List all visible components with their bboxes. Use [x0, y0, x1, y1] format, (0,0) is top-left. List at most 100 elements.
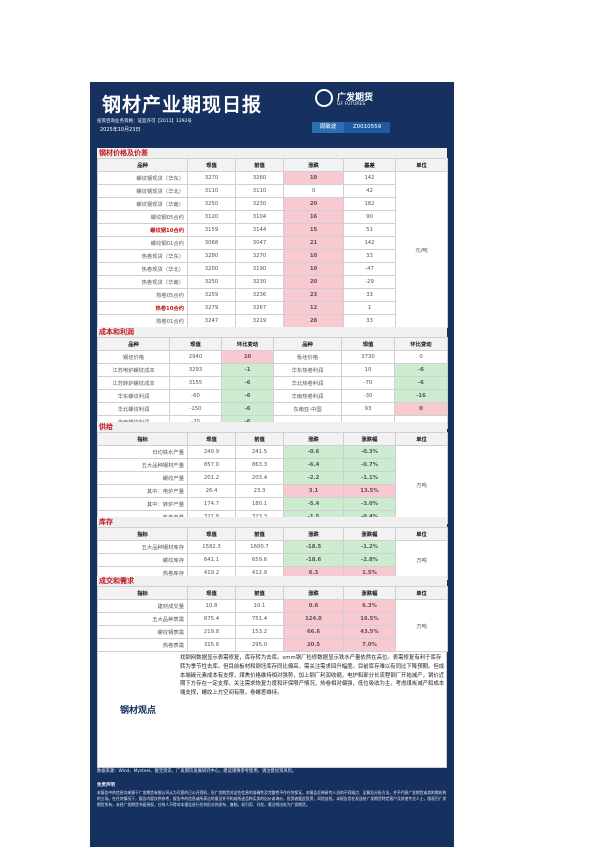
data-source: 数据来源：Wind、Mysteel、富宝资讯、广发期货发展研究中心，建议谨慎参考… — [97, 769, 297, 774]
column-header: 涨跌幅 — [343, 432, 396, 446]
change-value: 23 — [283, 288, 344, 302]
previous-value: 3219 — [235, 314, 284, 328]
current-value: 3250 — [187, 197, 236, 211]
table-row: 热卷05合约 3259 3236 23 33 — [97, 288, 448, 302]
unit-cell: 万吨 — [395, 445, 448, 524]
change-value: -18.5 — [283, 540, 344, 554]
current-value: 219.8 — [187, 625, 236, 639]
previous-value: 751.4 — [235, 612, 284, 626]
row-label: 五大品种钢材产量 — [97, 458, 188, 472]
column-header: 涨跌 — [283, 586, 344, 600]
previous-value: 203.4 — [235, 471, 284, 485]
table-row: 螺纹产量 201.2 203.4 -2.2 -1.1% — [97, 471, 448, 485]
previous-value: 3047 — [235, 236, 284, 250]
table-header-row: 品种 现值 环比变动 品种 现值 环比变动 — [97, 337, 448, 351]
basis-value: 90 — [343, 210, 396, 224]
column-header: 涨跌 — [283, 527, 344, 541]
current-value: -150 — [169, 402, 222, 416]
change-value: 66.6 — [283, 625, 344, 639]
current-value: 3200 — [187, 262, 236, 276]
row-label: 其中：电炉产量 — [97, 484, 188, 498]
change-pct-value: 7.0% — [343, 638, 396, 652]
row-label: 螺纹钢现货（华北） — [97, 184, 188, 198]
section-title-cost: 成本和利润 — [97, 327, 447, 337]
report-title: 钢材产业期现日报 — [102, 94, 263, 116]
section-title-trade: 成交和需求 — [97, 576, 447, 586]
table-row: 热卷现货（华北） 3200 3190 10 -47 — [97, 262, 448, 276]
current-value: -70 — [341, 376, 395, 390]
change-value: 0 — [394, 350, 448, 364]
previous-value: 295.0 — [235, 638, 284, 652]
current-value: 174.7 — [187, 497, 236, 511]
change-value: -1 — [221, 363, 274, 377]
current-value: 26.4 — [187, 484, 236, 498]
row-label: 建材成交量 — [97, 599, 188, 613]
change-value: 20.5 — [283, 638, 344, 652]
table-row: 螺纹钢现货（华北） 3110 3110 0 42 — [97, 184, 448, 198]
column-header: 品种 — [97, 337, 170, 351]
previous-value: 3260 — [235, 171, 284, 185]
row-label: 热卷表需 — [97, 638, 188, 652]
table-row: 五大品种钢材库存 1582.3 1600.7 -18.5 -1.2% 万吨 — [97, 540, 448, 580]
column-header: 现值 — [187, 432, 236, 446]
row-label: 螺纹钢现货（华东） — [97, 171, 188, 185]
table-row: 螺纹钢01合约 3068 3047 21 142 — [97, 236, 448, 250]
table-row: 钢坯价格 2940 10 板坯价格 3730 0 — [97, 350, 448, 364]
column-header: 单位 — [395, 527, 448, 541]
table-row: 建材成交量 10.8 10.1 0.6 6.3% 万吨 — [97, 599, 448, 652]
unit-cell: 元/吨 — [395, 171, 448, 328]
table-row: 其中：转炉产量 174.7 180.1 -5.4 -3.0% — [97, 497, 448, 511]
change-value: 20 — [283, 275, 344, 289]
previous-value: 153.2 — [235, 625, 284, 639]
column-header: 涨跌幅 — [343, 527, 396, 541]
previous-value: 659.6 — [235, 553, 284, 567]
table-row: 华北螺纹利润 -150 -6 东南亚-中国 93 0 — [97, 402, 448, 416]
column-header: 涨跌 — [283, 432, 344, 446]
previous-value: 241.5 — [235, 445, 284, 459]
section-title-prices: 钢材价格及价差 — [97, 148, 447, 158]
table-row: 螺纹钢05合约 3120 3104 16 90 — [97, 210, 448, 224]
table-row: 螺纹钢10合约 3159 3144 15 51 — [97, 223, 448, 237]
column-header: 现值 — [169, 337, 222, 351]
current-value: 201.2 — [187, 471, 236, 485]
change-value: 10 — [283, 171, 344, 185]
basis-value: 33 — [343, 314, 396, 328]
current-value: 3250 — [187, 275, 236, 289]
column-header: 品种 — [97, 158, 188, 172]
change-value: -18.6 — [283, 553, 344, 567]
column-header: 环比变动 — [221, 337, 274, 351]
previous-value: 180.1 — [235, 497, 284, 511]
report-header: 钢材产业期现日报 投资咨询业务资格：证监许可【2011】1292号 2025年1… — [90, 82, 454, 147]
table-row: 热卷01合约 3247 3219 28 33 — [97, 314, 448, 328]
table-row: 江苏转炉螺纹成本 3155 -6 华北热卷利润 -70 -6 — [97, 376, 448, 390]
row-label: 华南热卷利润 — [273, 389, 342, 403]
row-label: 热卷10合约 — [97, 301, 188, 315]
change-pct-value: 16.5% — [343, 612, 396, 626]
current-value: 641.1 — [187, 553, 236, 567]
table-header-row: 指标 现值 前值 涨跌 涨跌幅 单位 — [97, 527, 448, 541]
change-value: -16 — [394, 389, 448, 403]
table-row: 五大品种表需 875.4 751.4 124.0 16.5% — [97, 612, 448, 626]
basis-value: -47 — [343, 262, 396, 276]
basis-value: 182 — [343, 197, 396, 211]
basis-value: 33 — [343, 288, 396, 302]
market-view-box: 钢材观点 找钢网数据显示表需修复，库存转为去库。smm钢厂检修数据显示铁水产量依… — [97, 651, 447, 768]
change-value: 124.0 — [283, 612, 344, 626]
current-value: 3730 — [341, 350, 395, 364]
current-value: 10.8 — [187, 599, 236, 613]
change-value: 20 — [283, 197, 344, 211]
change-value: -0.6 — [283, 445, 344, 459]
previous-value: 10.1 — [235, 599, 284, 613]
current-value: 3293 — [169, 363, 222, 377]
current-value: 3280 — [187, 249, 236, 263]
section-title-supply: 供给 — [97, 422, 447, 432]
row-label: 螺纹钢表需 — [97, 625, 188, 639]
current-value: 3259 — [187, 288, 236, 302]
disclaimer-title: 免责声明 — [97, 783, 115, 788]
table-row: 热卷10合约 3279 3267 12 1 — [97, 301, 448, 315]
change-pct-value: 43.5% — [343, 625, 396, 639]
report-body: 钢材价格及价差 品种 现值 前值 涨跌 基差 单位 螺纹钢现货（华东） 3270 3260 10 1… — [97, 148, 448, 768]
table-row: 华东螺纹利润 -60 -6 华南热卷利润 -30 -16 — [97, 389, 448, 403]
unit-cell: 万吨 — [395, 599, 448, 652]
row-label: 螺纹钢05合约 — [97, 210, 188, 224]
